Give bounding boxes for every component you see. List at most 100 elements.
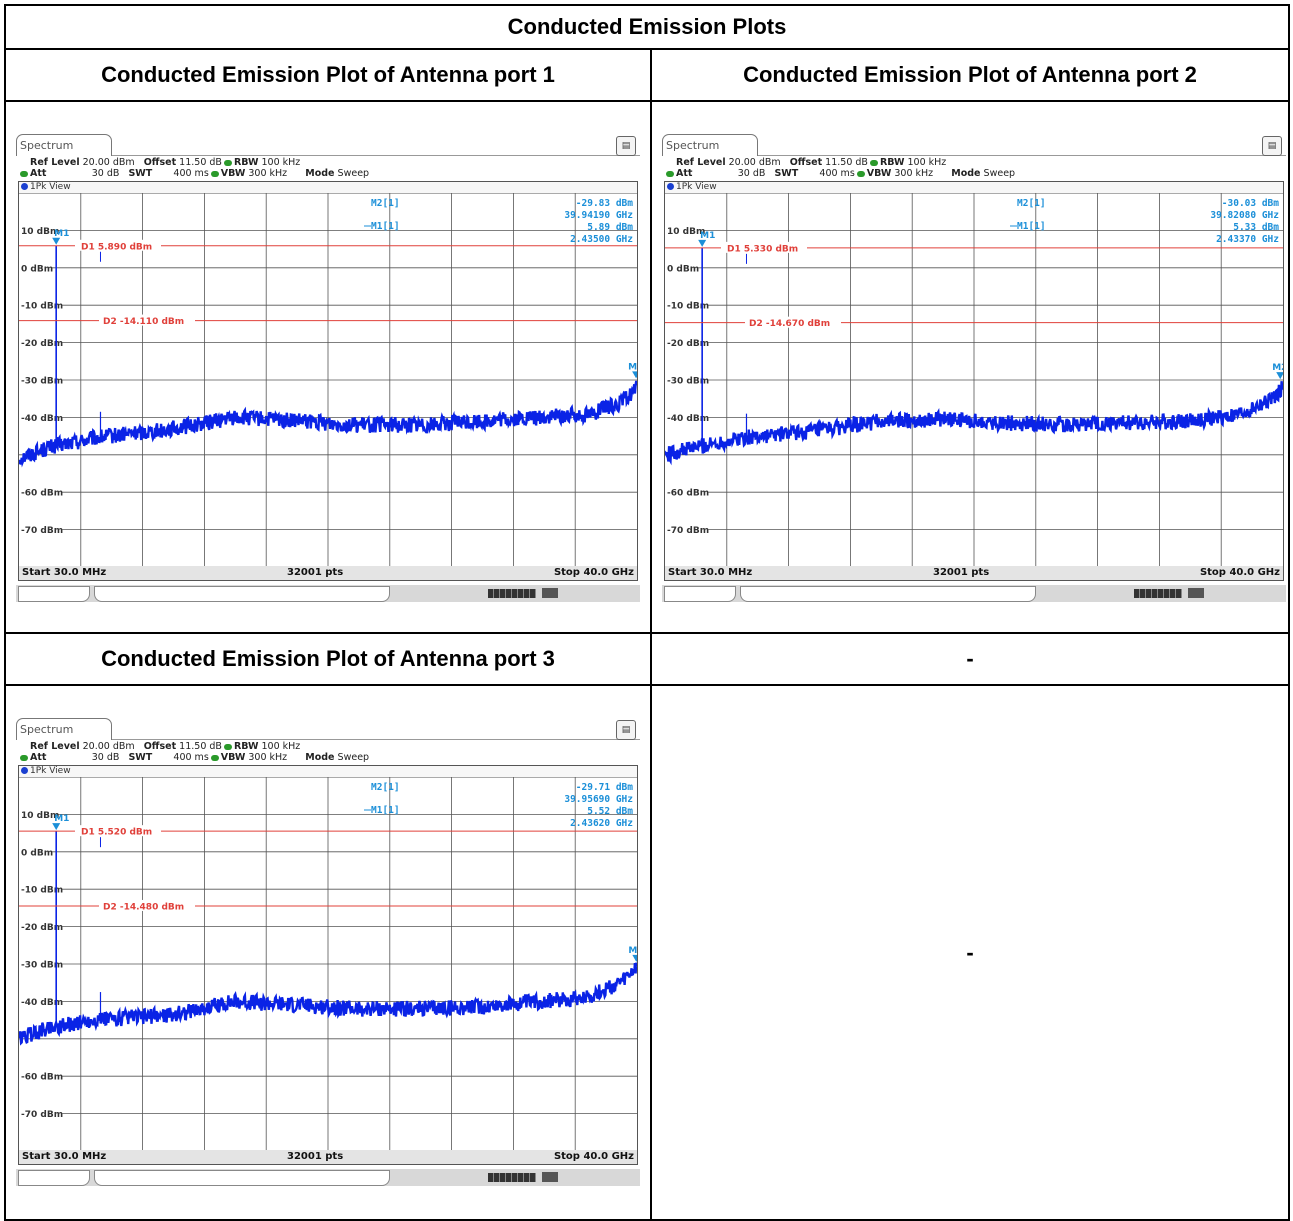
y-tick-label-bg (19, 808, 57, 820)
m2-readout-level: -29.83 dBm (576, 198, 633, 209)
conducted-emission-table: Conducted Emission Plots Conducted Emiss… (4, 4, 1290, 1221)
spectrum-plot: 10 dBm 0 dBm -10 dBm -20 dBm -30 dBm -40 dBm -… (19, 193, 637, 567)
y-tick-label-bg (665, 523, 709, 535)
m2-marker-icon (632, 371, 637, 379)
spectrum-tab[interactable]: Spectrum (662, 134, 758, 156)
y-tick-label: -10 dBm (21, 886, 63, 896)
y-tick-label: -30 dBm (667, 377, 709, 387)
m1-readout-name: M1[1] (1017, 221, 1046, 232)
y-tick-label: -20 dBm (667, 339, 709, 349)
att-row: Att 30 dB SWT 400 ms VBW 300 kHz Mode Swe… (664, 168, 1015, 179)
y-tick-label-bg (19, 261, 51, 273)
y-tick-label-bg (19, 486, 63, 498)
y-tick-label-bg (19, 523, 63, 535)
spectrum-screenshot-port-3: Spectrum ▤ Ref Level 20.00 dBm Offset 11… (16, 718, 640, 1186)
y-tick-label: -60 dBm (21, 489, 63, 499)
y-tick-label: -60 dBm (667, 489, 709, 499)
status-field-message[interactable] (94, 586, 390, 602)
d1-label-bg (75, 239, 161, 251)
sweep-points: 32001 pts (287, 1151, 344, 1162)
m1-readout-name: M1[1] (371, 805, 400, 816)
y-tick-label-bg (665, 411, 709, 423)
sweep-points: 32001 pts (287, 567, 344, 578)
m1-readout-level: 5.89 dBm (587, 222, 633, 233)
coupled-indicator-icon (223, 159, 232, 166)
status-bar (662, 585, 1286, 602)
y-tick-label-bg (665, 486, 709, 498)
status-field-message[interactable] (740, 586, 1036, 602)
status-field-left[interactable] (664, 586, 736, 602)
d2-label-bg (99, 899, 195, 911)
y-tick-label-bg (19, 920, 63, 932)
y-tick-label-bg (665, 374, 709, 385)
status-bar (16, 585, 640, 602)
trace-dot-icon (21, 183, 28, 190)
y-tick-label: -40 dBm (21, 414, 63, 424)
document-title: Conducted Emission Plots (4, 4, 1290, 50)
m2-readout-frequency: 39.94190 GHz (564, 210, 633, 221)
d1-label: D1 5.330 dBm (727, 244, 798, 254)
y-tick-label: 10 dBm (21, 227, 59, 237)
status-field-left[interactable] (18, 1170, 90, 1186)
m2-marker-icon (1276, 372, 1283, 380)
y-tick-label-bg (19, 845, 51, 857)
start-frequency: Start 30.0 MHz (22, 567, 107, 578)
stop-frequency: Stop 40.0 GHz (1199, 567, 1280, 578)
y-tick-label-bg (19, 1107, 63, 1119)
y-tick-label: -40 dBm (667, 414, 709, 424)
trace-dot-icon (667, 183, 674, 190)
ref-level-row: Ref Level 20.00 dBm Offset 11.50 dB RBW 1… (30, 157, 301, 168)
stop-frequency: Stop 40.0 GHz (553, 1151, 634, 1162)
tab-divider (758, 155, 1286, 156)
trace-window[interactable]: 1Pk View 10 dBm 0 dBm -10 dBm -20 dBm -30 dB… (18, 181, 638, 568)
antenna-port-3-plot-cell: Spectrum ▤ Ref Level 20.00 dBm Offset 11… (4, 684, 652, 1221)
status-field-left[interactable] (18, 586, 90, 602)
m1-marker-icon (52, 237, 61, 245)
y-tick-label: -40 dBm (21, 998, 63, 1008)
plot-footer: Start 30.0 MHz 32001 pts Stop 40.0 GHz (18, 566, 638, 581)
m1-readout-level: 5.52 dBm (587, 806, 633, 817)
antenna-port-2-plot-cell: Spectrum ▤ Ref Level 20.00 dBm Offset 11… (650, 100, 1290, 634)
trace-dot-icon (21, 767, 28, 774)
y-tick-label-bg (19, 336, 63, 348)
y-tick-label: -30 dBm (21, 377, 63, 387)
y-tick-label: 0 dBm (21, 264, 53, 274)
coupled-indicator-icon (869, 159, 878, 166)
y-tick-label-bg (19, 299, 63, 311)
status-led-icon (542, 588, 558, 598)
m1-readout-frequency: 2.43620 GHz (570, 818, 633, 829)
antenna-port-3-heading: Conducted Emission Plot of Antenna port … (4, 632, 652, 686)
y-tick-label-bg (19, 411, 63, 423)
settings-menu-icon[interactable]: ▤ (616, 720, 636, 740)
y-tick-label-bg (19, 995, 63, 1007)
spectrum-plot: 10 dBm 0 dBm -10 dBm -20 dBm -30 dBm -40 dBm -… (19, 777, 637, 1151)
m1-readout-frequency: 2.43500 GHz (570, 234, 633, 245)
y-tick-label: -20 dBm (21, 923, 63, 933)
progress-meter (488, 1173, 536, 1182)
y-tick-label: 10 dBm (21, 811, 59, 821)
att-indicator-icon (666, 170, 674, 177)
y-tick-label-bg (665, 299, 709, 311)
att-row: Att 30 dB SWT 400 ms VBW 300 kHz Mode Swe… (18, 168, 369, 179)
y-tick-label-bg (665, 224, 703, 236)
settings-menu-icon[interactable]: ▤ (1262, 136, 1282, 156)
noise-trace (665, 381, 1283, 466)
d1-label: D1 5.890 dBm (81, 242, 152, 252)
d1-label-bg (75, 825, 161, 837)
spectrum-plot: 10 dBm 0 dBm -10 dBm -20 dBm -30 dBm -40 dBm -… (665, 193, 1283, 567)
antenna-port-1-plot-cell: Spectrum ▤ Ref Level 20.00 dBm Offset 11… (4, 100, 652, 634)
coupled-indicator-icon (210, 754, 219, 761)
settings-menu-icon[interactable]: ▤ (616, 136, 636, 156)
y-tick-label-bg (19, 374, 63, 385)
noise-trace (19, 962, 637, 1046)
y-tick-label-bg (665, 261, 697, 273)
trace-window[interactable]: 1Pk View 10 dBm 0 dBm -10 dBm -20 dBm -30 dB… (664, 181, 1284, 568)
d2-label-bg (745, 316, 841, 328)
antenna-port-1-heading: Conducted Emission Plot of Antenna port … (4, 48, 652, 102)
att-indicator-icon (20, 754, 28, 761)
spectrum-tab[interactable]: Spectrum (16, 718, 112, 740)
trace-window[interactable]: 1Pk View 10 dBm 0 dBm -10 dBm -20 dBm -30 dB… (18, 765, 638, 1152)
spectrum-tab[interactable]: Spectrum (16, 134, 112, 156)
m1-readout-frequency: 2.43370 GHz (1216, 234, 1279, 245)
status-field-message[interactable] (94, 1170, 390, 1186)
